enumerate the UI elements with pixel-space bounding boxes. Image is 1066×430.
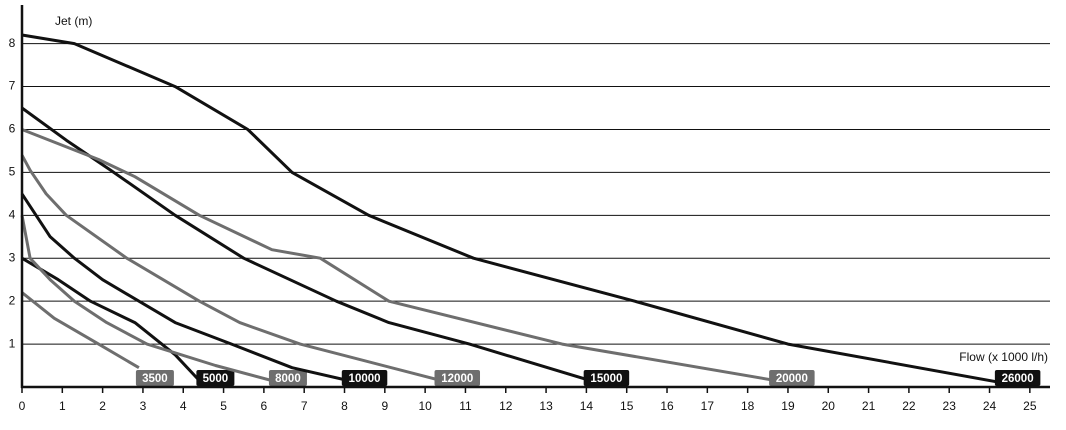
series-label-box — [994, 370, 1041, 386]
y-tick-label: 2 — [9, 293, 16, 307]
series-label: 8000 — [268, 370, 307, 386]
series-label-box — [769, 370, 815, 386]
x-tick-label: 2 — [99, 399, 106, 413]
y-tick-label: 8 — [9, 36, 16, 50]
x-tick-label: 0 — [19, 399, 26, 413]
series-label-box — [196, 370, 235, 386]
y-tick-label: 1 — [9, 336, 16, 350]
y-tick-label: 4 — [9, 207, 16, 221]
x-tick-label: 8 — [341, 399, 348, 413]
series-label-text: 3500 — [142, 373, 168, 385]
series-line — [21, 33, 1002, 385]
x-tick-label: 15 — [620, 399, 634, 413]
x-tick-label: 23 — [943, 399, 957, 413]
x-tick-label: 4 — [180, 399, 187, 413]
x-tick-label: 22 — [902, 399, 916, 413]
y-tick-label: 7 — [9, 79, 16, 93]
series-label-text: 10000 — [349, 373, 381, 385]
series-label: 3500 — [135, 370, 174, 386]
series-label-box — [583, 370, 630, 386]
x-tick-label: 19 — [781, 399, 795, 413]
x-tick-label: 7 — [301, 399, 308, 413]
x-tick-label: 12 — [499, 399, 513, 413]
x-tick-label: 20 — [822, 399, 836, 413]
series-line — [21, 106, 591, 383]
x-tick-label: 5 — [220, 399, 227, 413]
x-tick-label: 9 — [381, 399, 388, 413]
x-tick-label: 14 — [580, 399, 594, 413]
series-line — [20, 193, 349, 383]
series-line — [21, 291, 140, 369]
series-line — [21, 128, 777, 383]
series-label: 15000 — [583, 370, 630, 386]
series-label-text: 5000 — [203, 373, 229, 385]
series-label-text: 15000 — [590, 373, 622, 385]
series-label-box — [135, 370, 174, 386]
x-tick-label: 18 — [741, 399, 755, 413]
y-tick-label: 5 — [9, 165, 16, 179]
series-line — [20, 215, 273, 383]
series-line — [21, 256, 201, 382]
y-tick-label: 6 — [9, 122, 16, 136]
x-tick-label: 10 — [418, 399, 432, 413]
x-tick-label: 21 — [862, 399, 876, 413]
x-tick-label: 1 — [59, 399, 66, 413]
series-label: 20000 — [769, 370, 815, 386]
series-label-box — [268, 370, 307, 386]
series-label-box — [341, 370, 388, 386]
series-label: 12000 — [434, 370, 481, 386]
series-label-text: 20000 — [776, 373, 808, 385]
x-tick-label: 25 — [1023, 399, 1037, 413]
x-tick-label: 16 — [660, 399, 674, 413]
y-axis-title: Jet (m) — [55, 14, 92, 28]
x-tick-label: 11 — [459, 399, 472, 413]
x-tick-label: 6 — [261, 399, 268, 413]
series-label: 10000 — [341, 370, 388, 386]
x-axis-title: Flow (x 1000 l/h) — [959, 350, 1048, 364]
series-label-text: 26000 — [1002, 373, 1034, 385]
x-tick-label: 17 — [701, 399, 715, 413]
series-label: 5000 — [196, 370, 235, 386]
series-label-text: 12000 — [441, 373, 473, 385]
x-tick-label: 13 — [539, 399, 553, 413]
series-line — [20, 154, 442, 383]
x-tick-label: 3 — [140, 399, 147, 413]
series-label: 26000 — [994, 370, 1041, 386]
y-tick-label: 3 — [9, 250, 16, 264]
series-label-box — [434, 370, 481, 386]
series-label-text: 8000 — [275, 373, 301, 385]
x-tick-label: 24 — [983, 399, 997, 413]
